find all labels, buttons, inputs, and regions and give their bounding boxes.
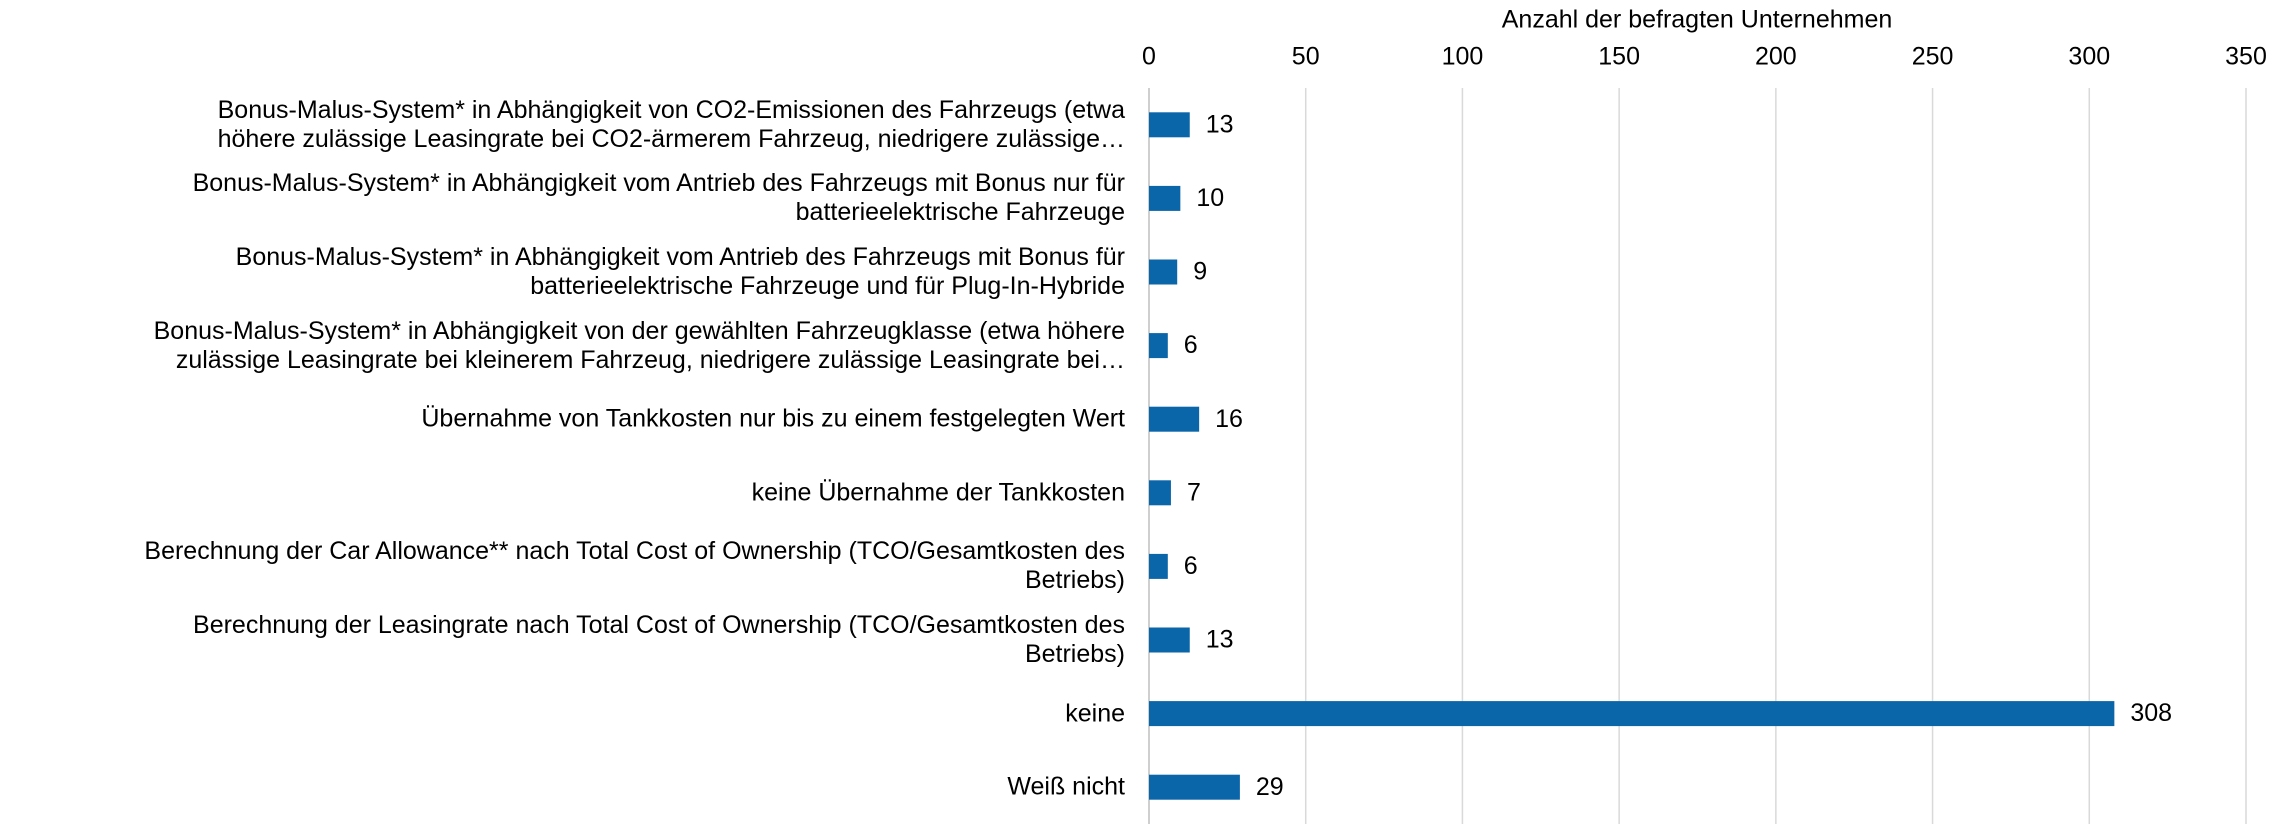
- y-tick-label: keine: [1065, 699, 1125, 728]
- y-tick-label: Bonus-Malus-System* in Abhängigkeit vom …: [235, 243, 1125, 300]
- value-label: 16: [1215, 405, 1243, 433]
- y-tick-label: Weiß nicht: [1007, 772, 1125, 801]
- x-tick-label: 50: [1292, 43, 1320, 71]
- x-tick-label: 300: [2068, 43, 2110, 71]
- y-tick-label: Berechnung der Car Allowance** nach Tota…: [144, 537, 1125, 595]
- bar: [1149, 480, 1171, 506]
- x-tick-label: 150: [1598, 43, 1640, 71]
- bar: [1149, 701, 2115, 727]
- bar: [1149, 774, 1240, 800]
- bar: [1149, 553, 1168, 579]
- x-tick-label: 200: [1755, 43, 1797, 71]
- value-label: 10: [1196, 184, 1224, 212]
- y-tick-label: Übernahme von Tankkosten nur bis zu eine…: [421, 404, 1125, 433]
- bar: [1149, 112, 1190, 138]
- y-tick-label: Bonus-Malus-System* in Abhängigkeit von …: [153, 316, 1125, 374]
- value-label: 13: [1206, 110, 1234, 138]
- x-tick-label: 100: [1442, 43, 1484, 71]
- x-tick-label: 350: [2225, 43, 2267, 71]
- y-tick-label: Bonus-Malus-System* in Abhängigkeit von …: [217, 95, 1125, 153]
- value-label: 308: [2130, 699, 2172, 727]
- value-label: 29: [1256, 773, 1284, 801]
- bar: [1149, 185, 1181, 211]
- y-tick-label: keine Übernahme der Tankkosten: [751, 478, 1125, 507]
- x-tick-label: 250: [1912, 43, 1954, 71]
- bar: [1149, 259, 1178, 285]
- bar: [1149, 406, 1200, 432]
- y-tick-label: Bonus-Malus-System* in Abhängigkeit vom …: [192, 169, 1125, 227]
- y-tick-label: Berechnung der Leasingrate nach Total Co…: [193, 611, 1125, 668]
- x-tick-label: 0: [1142, 43, 1156, 71]
- value-label: 13: [1206, 626, 1234, 654]
- value-label: 6: [1184, 552, 1198, 580]
- value-label: 9: [1193, 258, 1207, 286]
- x-axis-title: Anzahl der befragten Unternehmen: [1502, 6, 1893, 34]
- bar: [1149, 627, 1190, 653]
- value-label: 6: [1184, 331, 1198, 359]
- value-label: 7: [1187, 478, 1201, 506]
- bar: [1149, 333, 1168, 359]
